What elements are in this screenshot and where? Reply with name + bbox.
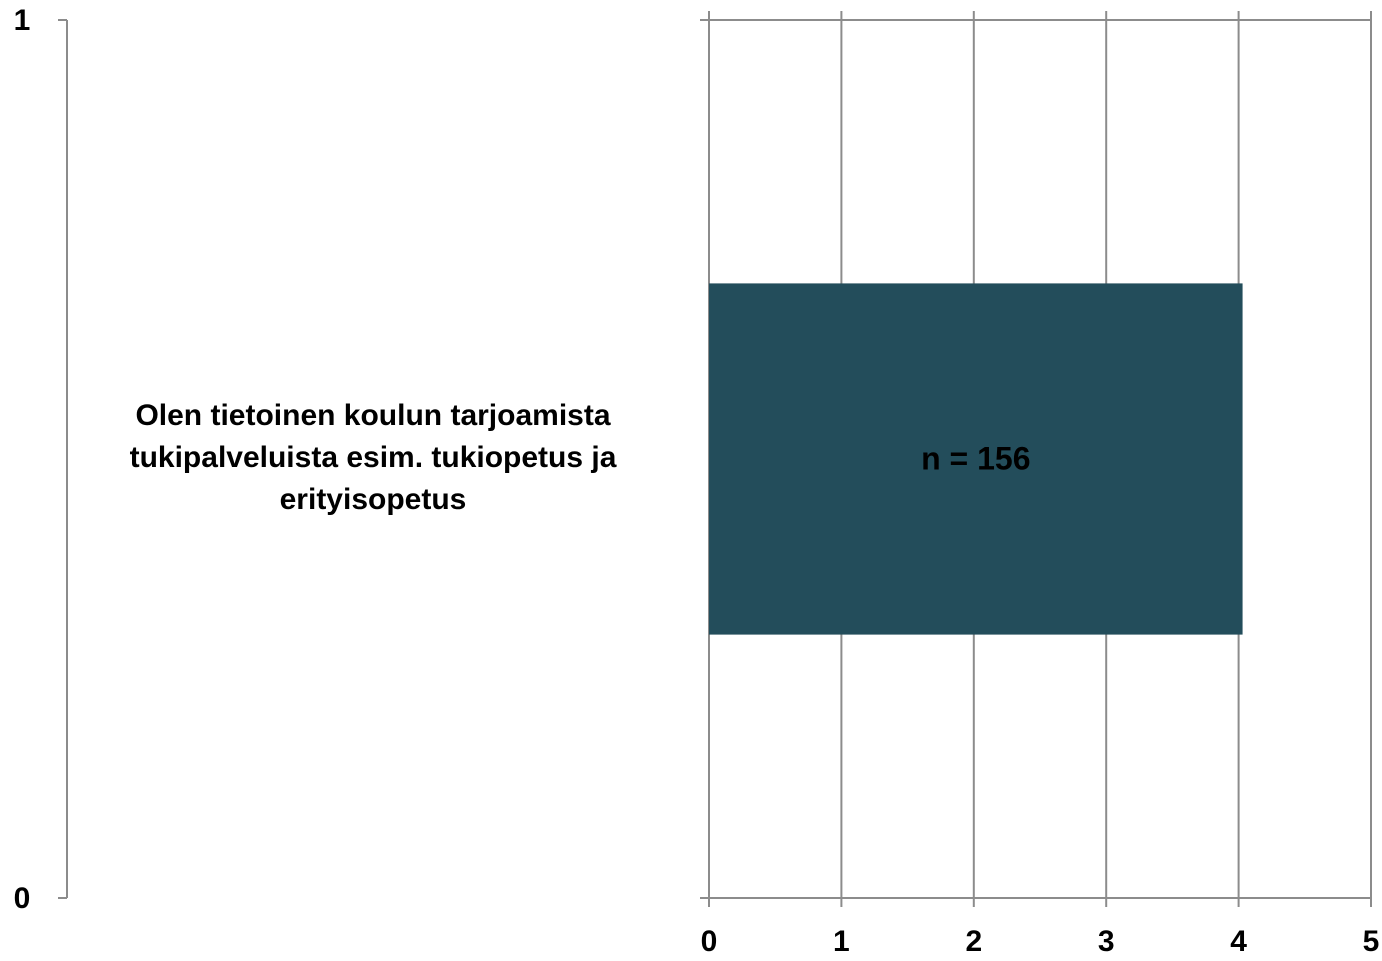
annotation: n = 156 [921, 440, 1030, 476]
x-tick-label: 0 [701, 925, 718, 958]
y2-tick-label: 0 [14, 882, 31, 915]
x-tick-label: 2 [965, 925, 982, 958]
label-line: erityisopetus [280, 483, 467, 516]
x-tick-label: 3 [1098, 925, 1115, 958]
label-line: Olen tietoinen koulun tarjoamista [135, 399, 610, 432]
y2-tick-label: 1 [14, 4, 31, 37]
bar [709, 283, 1243, 635]
x-tick-label: 1 [833, 925, 850, 958]
x-tick-label: 5 [1363, 925, 1380, 958]
x-tick-label: 4 [1230, 925, 1247, 958]
y-tick-label: Olen tietoinen koulun tarjoamista tukipal… [130, 399, 617, 516]
label-line: tukipalveluista esim. tukiopetus ja [130, 441, 617, 474]
